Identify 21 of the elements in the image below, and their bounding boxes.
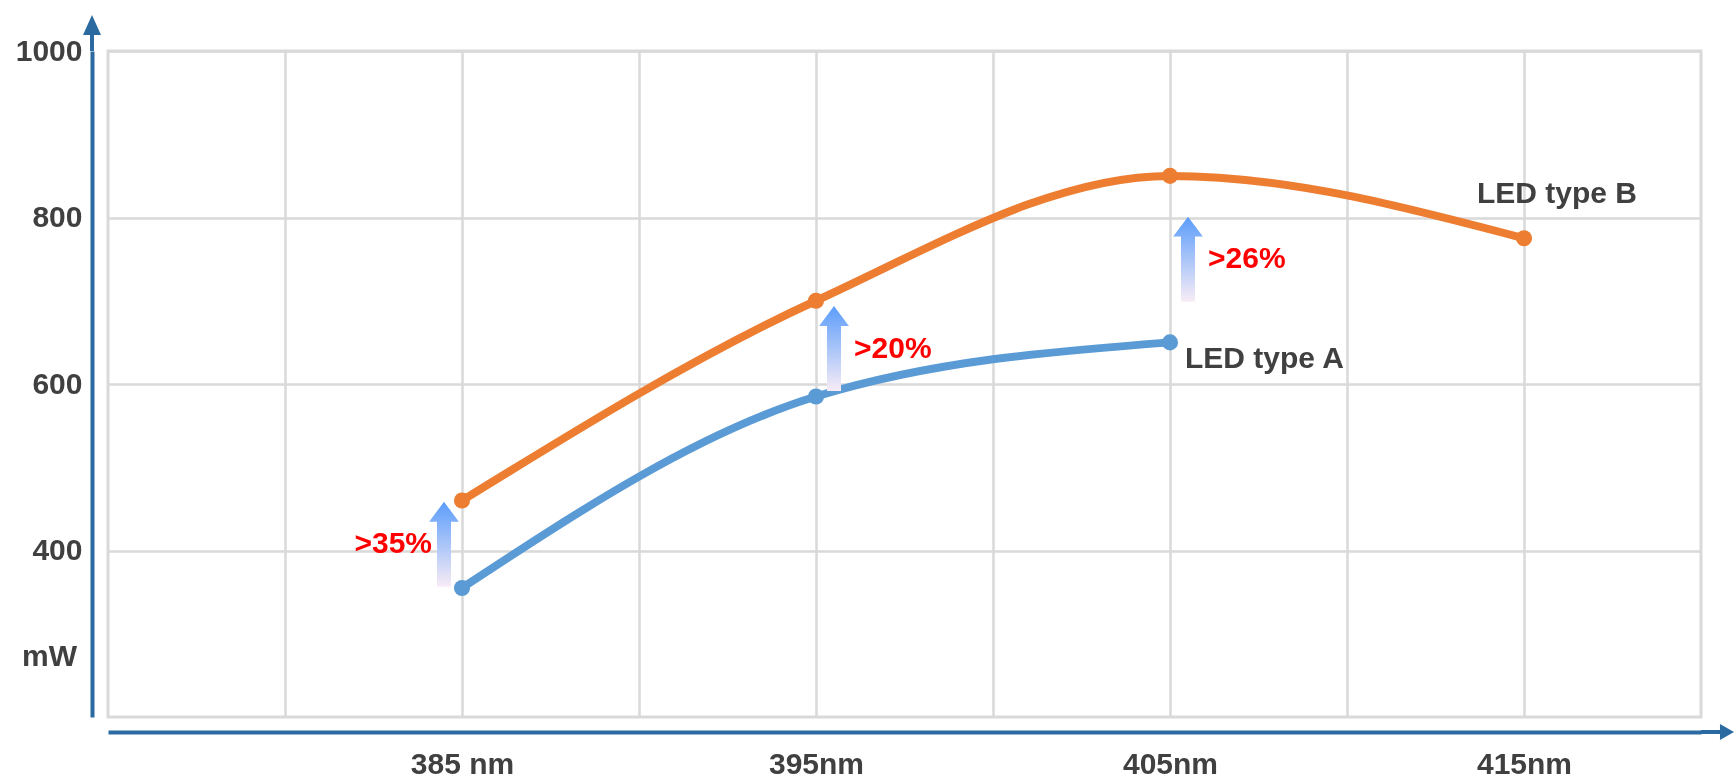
point — [807, 388, 825, 405]
y-tick-label: 800 — [32, 200, 83, 233]
point — [1161, 334, 1179, 351]
x-tick-label: 415nm — [1476, 746, 1573, 780]
point — [1515, 230, 1533, 247]
series-label: LED type B — [1476, 176, 1638, 210]
x-tick-label: 405nm — [1122, 746, 1219, 780]
y-tick-label: 1000 — [15, 33, 83, 67]
x-tick-label: 385 nm — [410, 746, 515, 780]
point — [1161, 167, 1179, 184]
x-tick-label: 395nm — [768, 746, 865, 780]
annotation: >35% — [354, 526, 432, 560]
y-tick-label: 400 — [32, 533, 83, 566]
point — [807, 292, 825, 309]
annotation: >26% — [1208, 241, 1286, 275]
point — [453, 579, 471, 597]
annotation: >20% — [854, 330, 932, 364]
point — [453, 492, 471, 509]
y-axis-title: mW — [22, 638, 78, 672]
series-label: LED type A — [1185, 341, 1344, 375]
y-tick-label: 600 — [32, 366, 83, 400]
